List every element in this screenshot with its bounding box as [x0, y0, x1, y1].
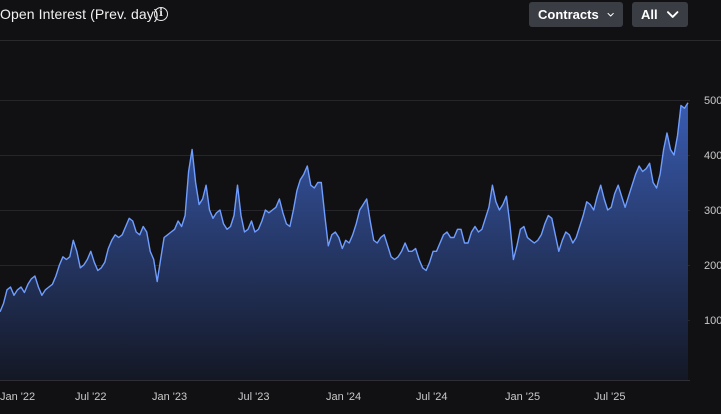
open-interest-line — [0, 102, 689, 313]
range-dropdown[interactable]: All — [632, 2, 688, 27]
range-dropdown-label: All — [641, 7, 658, 22]
x-tick-label: Jan '22 — [0, 391, 35, 403]
chart-header: Open Interest (Prev. day) i Contracts Al… — [0, 0, 721, 32]
x-axis: Jan '22 Jul '22 Jan '23 Jul '23 Jan '24 Jul '… — [0, 391, 625, 403]
y-tick-label: 500 — [704, 95, 721, 107]
page-title: Open Interest (Prev. day) — [0, 6, 159, 22]
x-tick-label: Jan '24 — [326, 391, 361, 403]
chevron-down-icon — [607, 12, 614, 17]
x-tick-label: Jan '25 — [505, 391, 540, 403]
y-tick-label: 200 — [704, 260, 721, 272]
x-tick-label: Jul '25 — [594, 391, 625, 403]
contracts-dropdown-label: Contracts — [538, 7, 599, 22]
x-tick-label: Jan '23 — [152, 391, 187, 403]
open-interest-area — [0, 102, 688, 381]
y-tick-label: 300 — [704, 205, 721, 217]
y-tick-label: 100 — [704, 315, 721, 327]
x-tick-label: Jul '22 — [75, 391, 106, 403]
contracts-dropdown[interactable]: Contracts — [529, 2, 623, 27]
x-tick-label: Jul '23 — [238, 391, 269, 403]
info-icon[interactable]: i — [154, 7, 168, 21]
x-tick-label: Jul '24 — [416, 391, 447, 403]
chevron-down-icon — [666, 10, 679, 18]
y-axis: 100 200 300 400 500 — [704, 95, 721, 327]
y-tick-label: 400 — [704, 150, 721, 162]
header-divider — [0, 40, 721, 41]
